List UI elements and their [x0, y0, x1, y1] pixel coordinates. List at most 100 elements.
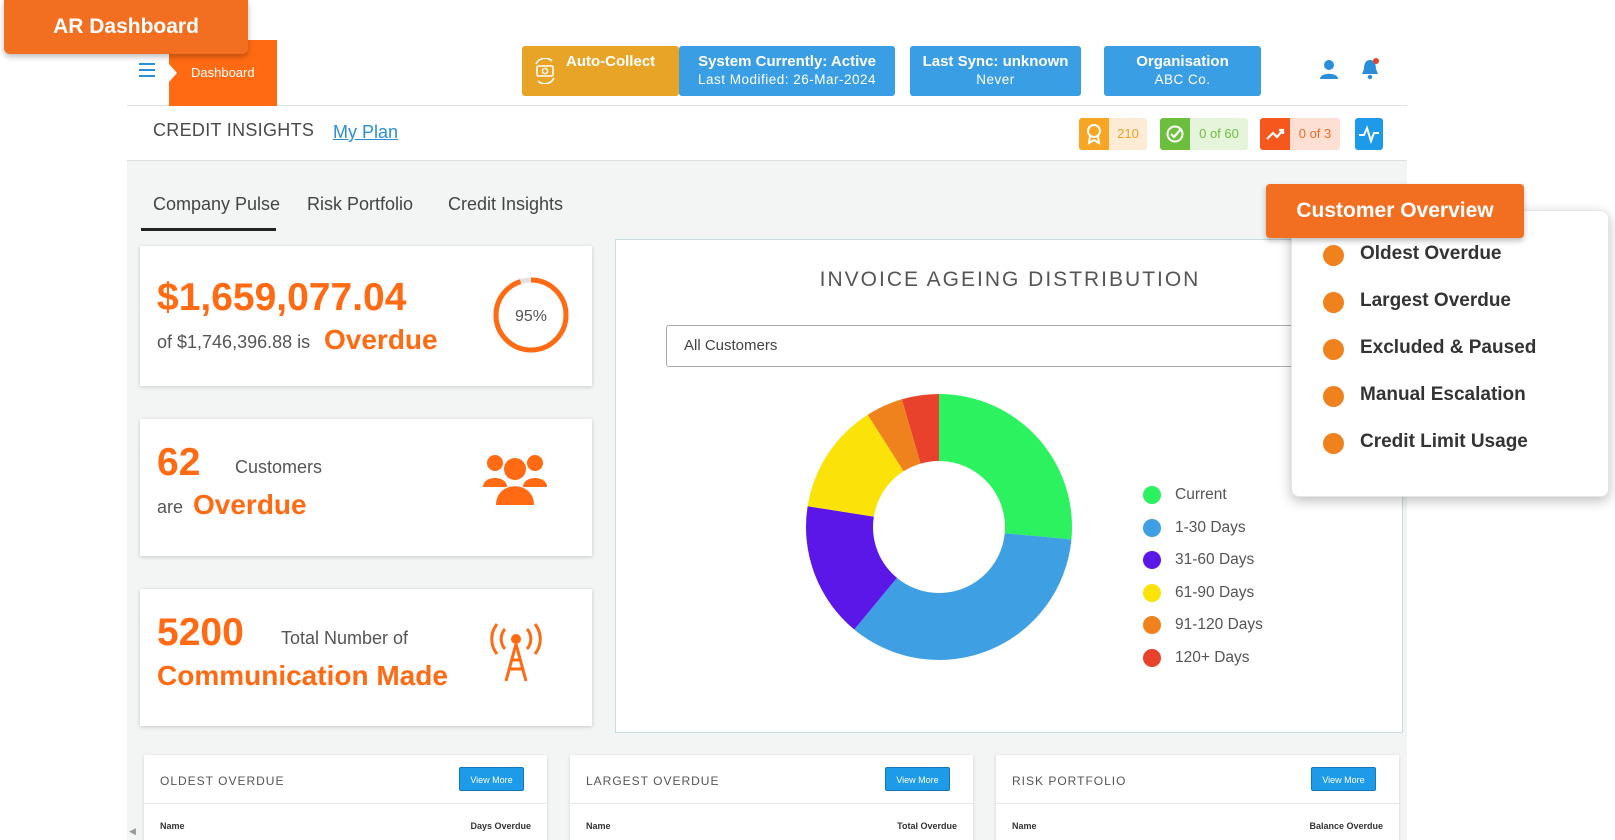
award-stat[interactable]: 210	[1079, 118, 1147, 150]
legend-item[interactable]: 120+ Days	[1143, 648, 1263, 681]
customer-filter-select[interactable]: All Customers	[666, 325, 1366, 367]
legend-swatch	[1143, 583, 1161, 602]
page-title: CREDIT INSIGHTS	[153, 120, 315, 140]
donut-slice-current[interactable]	[939, 394, 1072, 540]
system-status-label: System Currently: Active	[698, 53, 876, 70]
legend-item[interactable]: 31-60 Days	[1143, 550, 1263, 583]
trend-stat[interactable]: 0 of 3	[1260, 118, 1340, 150]
divider	[144, 803, 547, 804]
column-header-name: Name	[1012, 821, 1037, 831]
oldest-overdue-panel: OLDEST OVERDUE View More Name Days Overd…	[144, 755, 547, 840]
legend-item[interactable]: 91-120 Days	[1143, 615, 1263, 648]
legend-label: 1-30 Days	[1175, 518, 1246, 536]
chart-title: INVOICE AGEING DISTRIBUTION	[819, 268, 1201, 291]
customer-overview-item[interactable]: Excluded & Paused	[1323, 337, 1537, 360]
total-amount-text: of $1,746,396.88 is	[157, 332, 311, 352]
legend-item[interactable]: Current	[1143, 485, 1263, 518]
customer-overview-panel: Oldest Overdue Largest Overdue Excluded …	[1291, 210, 1609, 497]
check-circle-icon	[1160, 118, 1190, 150]
donut-slice-91-120-days[interactable]	[867, 399, 921, 472]
donut-slice-120-days[interactable]	[901, 394, 939, 464]
bullet-dot	[1323, 292, 1344, 313]
overdue-label: Overdue	[324, 324, 438, 355]
customers-overdue-label: Overdue	[193, 489, 307, 520]
customers-label: Customers	[235, 457, 323, 477]
trend-count: 0 of 3	[1298, 126, 1332, 141]
view-more-button[interactable]: View More	[885, 767, 950, 791]
donut-slice-31-60-days[interactable]	[806, 506, 897, 630]
last-modified-label: Last Modified: 26-Mar-2024	[697, 72, 877, 87]
user-icon[interactable]	[1318, 58, 1340, 80]
legend-label: 31-60 Days	[1175, 551, 1255, 569]
auto-collect-label: Auto-Collect	[566, 53, 656, 70]
overdue-percent-label: 95%	[515, 308, 547, 325]
overdue-amount-card[interactable]: $1,659,077.04 of $1,746,396.88 is Overdu…	[140, 246, 592, 386]
last-sync-value: Never	[976, 72, 1015, 87]
communication-count: 5200	[157, 611, 244, 654]
organisation-label: Organisation	[1136, 53, 1229, 70]
risk-portfolio-panel: RISK PORTFOLIO View More Name Balance Ov…	[996, 755, 1399, 840]
donut-slice-61-90-days[interactable]	[807, 414, 904, 517]
legend-swatch	[1143, 616, 1161, 635]
tab-risk-portfolio[interactable]: Risk Portfolio	[307, 194, 414, 214]
dashboard-app: Dashboard Auto-Collect System Currently:…	[127, 40, 1407, 840]
item-label: Manual Escalation	[1360, 384, 1526, 405]
column-header-total-overdue: Total Overdue	[897, 821, 957, 831]
customer-overview-item[interactable]: Credit Limit Usage	[1323, 431, 1528, 454]
auto-collect-icon	[535, 58, 555, 84]
check-stat[interactable]: 0 of 60	[1160, 118, 1248, 150]
last-sync-label: Last Sync: unknown	[922, 53, 1069, 70]
column-header-name: Name	[586, 821, 611, 831]
view-more-button[interactable]: View More	[1311, 767, 1376, 791]
organisation-value: ABC Co.	[1154, 72, 1211, 87]
activity-icon[interactable]	[1355, 118, 1383, 150]
overdue-customers-card[interactable]: 62 Customers are Overdue	[140, 419, 592, 556]
panel-title: LARGEST OVERDUE	[586, 774, 720, 788]
column-header-days-overdue: Days Overdue	[470, 821, 531, 831]
check-count: 0 of 60	[1199, 126, 1239, 141]
customer-overview-item[interactable]: Largest Overdue	[1323, 290, 1511, 313]
chart-legend: Current 1-30 Days 31-60 Days 61-90 Days 91-1…	[1143, 485, 1263, 681]
overdue-customer-count: 62	[157, 441, 201, 484]
donut-slice-1-30-days[interactable]	[854, 533, 1072, 660]
legend-item[interactable]: 1-30 Days	[1143, 518, 1263, 551]
panel-title: RISK PORTFOLIO	[1012, 774, 1127, 788]
largest-overdue-panel: LARGEST OVERDUE View More Name Total Ove…	[570, 755, 973, 840]
legend-item[interactable]: 61-90 Days	[1143, 583, 1263, 616]
tab-company-pulse[interactable]: Company Pulse	[153, 194, 281, 214]
divider	[570, 803, 973, 804]
scroll-left-arrow-icon[interactable]: ◀	[129, 826, 136, 836]
ar-dashboard-badge: AR Dashboard	[4, 0, 248, 54]
trending-up-icon	[1260, 118, 1290, 150]
divider	[996, 803, 1399, 804]
menu-icon[interactable]	[139, 63, 155, 77]
customer-overview-item[interactable]: Manual Escalation	[1323, 384, 1526, 407]
panel-title: OLDEST OVERDUE	[160, 774, 285, 788]
total-communication-label: Total Number of	[281, 628, 409, 648]
legend-label: 91-120 Days	[1175, 616, 1263, 634]
legend-label: 61-90 Days	[1175, 583, 1255, 601]
system-status-button[interactable]: System Currently: Active Last Modified: …	[679, 46, 895, 96]
award-icon	[1079, 118, 1109, 150]
bell-icon[interactable]	[1359, 57, 1381, 81]
customer-overview-title: Customer Overview	[1266, 184, 1524, 238]
my-plan-link[interactable]: My Plan	[333, 122, 399, 142]
bullet-dot	[1323, 386, 1344, 407]
communication-card[interactable]: 5200 Total Number of Communication Made	[140, 589, 592, 726]
ageing-donut-chart	[806, 394, 1072, 660]
bullet-dot	[1323, 245, 1344, 266]
overdue-amount: $1,659,077.04	[157, 276, 407, 319]
item-label: Excluded & Paused	[1360, 337, 1537, 358]
item-label: Largest Overdue	[1360, 290, 1511, 311]
are-label: are	[157, 497, 184, 517]
customer-overview-item[interactable]: Oldest Overdue	[1323, 243, 1502, 266]
bullet-dot	[1323, 433, 1344, 454]
view-more-button[interactable]: View More	[459, 767, 524, 791]
award-count: 210	[1117, 126, 1139, 141]
last-sync-button[interactable]: Last Sync: unknown Never	[910, 46, 1081, 96]
tab-credit-insights[interactable]: Credit Insights	[448, 194, 564, 214]
top-bar: Dashboard Auto-Collect System Currently:…	[127, 40, 1407, 106]
organisation-button[interactable]: Organisation ABC Co.	[1104, 46, 1261, 96]
auto-collect-button[interactable]: Auto-Collect	[522, 46, 679, 96]
item-label: Credit Limit Usage	[1360, 431, 1528, 452]
